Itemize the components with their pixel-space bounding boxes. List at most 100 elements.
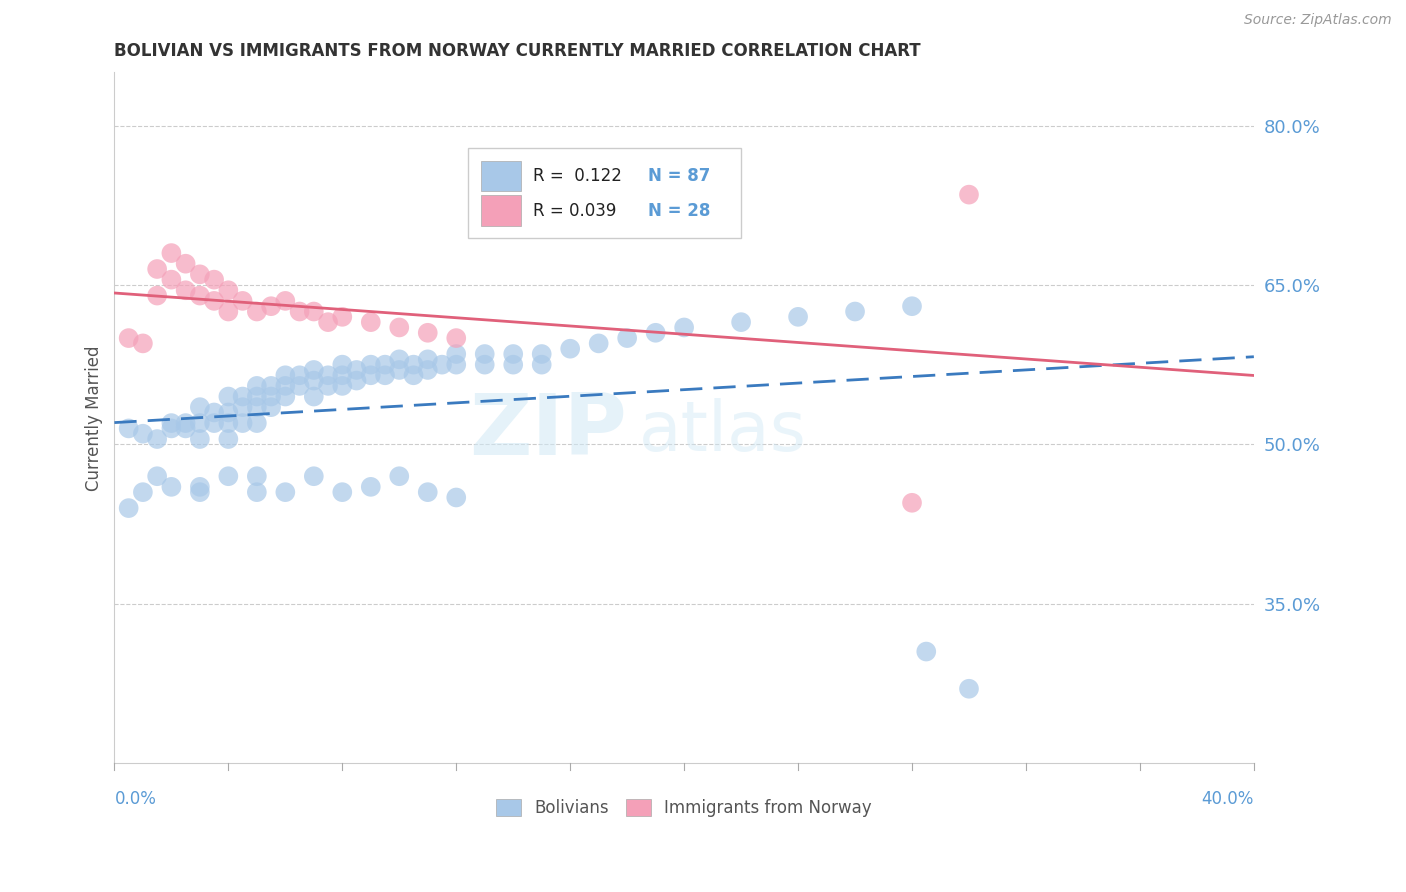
Point: [316, 379, 339, 393]
Point: [260, 390, 283, 404]
Point: [388, 352, 411, 367]
Point: [260, 400, 283, 414]
Point: [188, 268, 211, 282]
Point: [132, 485, 155, 500]
Point: [374, 368, 396, 383]
Point: [146, 469, 169, 483]
Point: [360, 315, 382, 329]
Legend: Bolivians, Immigrants from Norway: Bolivians, Immigrants from Norway: [489, 792, 879, 824]
Point: [188, 416, 211, 430]
Point: [246, 400, 269, 414]
Point: [232, 400, 254, 414]
Point: [174, 283, 197, 297]
Point: [530, 358, 553, 372]
Point: [474, 347, 496, 361]
Point: [188, 432, 211, 446]
Point: [388, 469, 411, 483]
Point: [160, 416, 183, 430]
Point: [232, 416, 254, 430]
Point: [502, 347, 524, 361]
FancyBboxPatch shape: [468, 148, 741, 238]
Text: N = 28: N = 28: [648, 202, 710, 219]
Point: [673, 320, 696, 334]
Point: [146, 288, 169, 302]
Text: atlas: atlas: [638, 398, 807, 465]
Point: [217, 304, 239, 318]
Point: [416, 485, 439, 500]
Point: [118, 331, 141, 345]
Text: R = 0.039: R = 0.039: [533, 202, 616, 219]
Point: [402, 358, 425, 372]
Point: [302, 304, 325, 318]
Point: [260, 379, 283, 393]
Point: [560, 342, 582, 356]
Point: [188, 480, 211, 494]
Point: [217, 432, 239, 446]
Point: [246, 416, 269, 430]
Point: [160, 480, 183, 494]
Point: [274, 368, 297, 383]
Point: [202, 405, 225, 419]
Point: [174, 421, 197, 435]
Point: [402, 368, 425, 383]
Point: [330, 358, 353, 372]
Point: [444, 358, 467, 372]
FancyBboxPatch shape: [481, 161, 522, 191]
Point: [246, 304, 269, 318]
Point: [274, 379, 297, 393]
Point: [346, 363, 368, 377]
Point: [118, 501, 141, 516]
Point: [416, 352, 439, 367]
Point: [957, 681, 980, 696]
Point: [444, 491, 467, 505]
Point: [232, 390, 254, 404]
Point: [588, 336, 610, 351]
Point: [330, 379, 353, 393]
Point: [202, 272, 225, 286]
Point: [730, 315, 752, 329]
FancyBboxPatch shape: [481, 195, 522, 226]
Point: [330, 368, 353, 383]
Point: [146, 262, 169, 277]
Point: [444, 331, 467, 345]
Point: [132, 426, 155, 441]
Point: [174, 416, 197, 430]
Point: [915, 644, 938, 658]
Point: [246, 469, 269, 483]
Point: [118, 421, 141, 435]
Point: [217, 283, 239, 297]
Point: [160, 246, 183, 260]
Y-axis label: Currently Married: Currently Married: [86, 345, 103, 491]
Point: [146, 432, 169, 446]
Point: [288, 304, 311, 318]
Point: [274, 390, 297, 404]
Point: [416, 363, 439, 377]
Point: [160, 272, 183, 286]
Point: [288, 379, 311, 393]
Point: [260, 299, 283, 313]
Point: [302, 363, 325, 377]
Point: [132, 336, 155, 351]
Point: [444, 347, 467, 361]
Point: [360, 480, 382, 494]
Point: [360, 358, 382, 372]
Point: [374, 358, 396, 372]
Point: [217, 390, 239, 404]
Text: Source: ZipAtlas.com: Source: ZipAtlas.com: [1244, 13, 1392, 28]
Point: [202, 416, 225, 430]
Text: N = 87: N = 87: [648, 167, 710, 185]
Point: [844, 304, 866, 318]
Point: [530, 347, 553, 361]
Point: [787, 310, 810, 324]
Point: [346, 374, 368, 388]
Point: [360, 368, 382, 383]
Point: [274, 293, 297, 308]
Point: [388, 320, 411, 334]
Point: [302, 390, 325, 404]
Point: [901, 496, 924, 510]
Point: [901, 299, 924, 313]
Text: 0.0%: 0.0%: [114, 789, 156, 807]
Point: [416, 326, 439, 340]
Point: [217, 416, 239, 430]
Point: [388, 363, 411, 377]
